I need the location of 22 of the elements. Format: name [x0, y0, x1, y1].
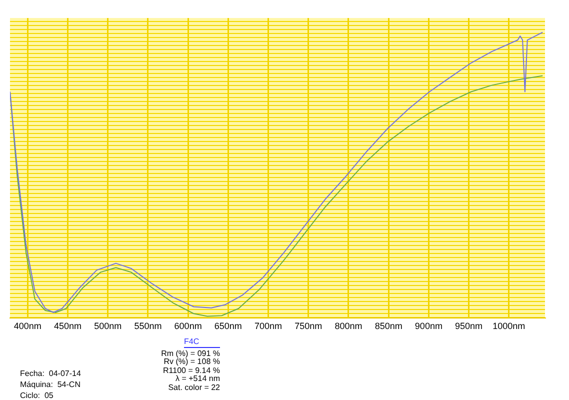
- x-tick-label: 400nm: [14, 321, 42, 332]
- text: Rv (%) = 108 %: [162, 357, 220, 367]
- x-tick-label: 600nm: [174, 321, 202, 332]
- text: Sat. color = 22: [167, 382, 220, 393]
- x-tick-label: 450nm: [54, 321, 82, 332]
- x-tick-label: 750nm: [294, 321, 322, 332]
- x-tick-label: 550nm: [134, 321, 162, 332]
- x-tick-label: 850nm: [374, 321, 402, 332]
- x-tick-label: 1000nm: [492, 321, 526, 332]
- x-tick-label: 700nm: [254, 321, 282, 332]
- x-tick-label: 950nm: [455, 321, 483, 332]
- x-tick-label: 800nm: [334, 321, 362, 332]
- text: Máquina: 54-CN: [20, 379, 81, 390]
- text: Rm (%) = 091 %: [160, 348, 220, 358]
- text: λ = +514 nm: [174, 374, 220, 384]
- text: R1100 = 9.14 %: [162, 366, 220, 375]
- x-tick-label: 500nm: [94, 321, 122, 332]
- x-tick-label: 650nm: [214, 321, 242, 332]
- text: Fecha: 04-07-14: [20, 368, 81, 379]
- x-tick-label: 900nm: [414, 321, 442, 332]
- text: Ciclo: 05: [20, 390, 54, 400]
- text: F4C: [184, 337, 220, 348]
